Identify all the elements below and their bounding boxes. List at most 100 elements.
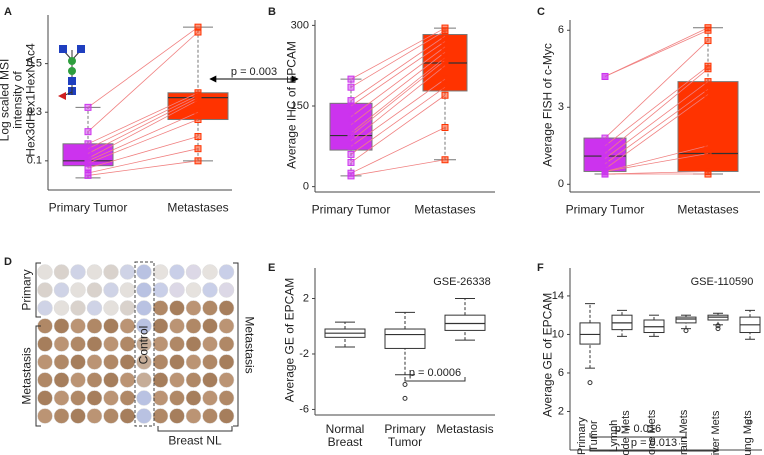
x-tick-label: Liver Mets — [710, 410, 722, 455]
tissue-core — [119, 264, 136, 280]
y-tick-label: 0 — [303, 181, 309, 193]
tissue-core — [37, 300, 53, 316]
tissue-core — [70, 408, 86, 424]
panel-letter: A — [4, 6, 12, 18]
pair-line — [604, 145, 709, 172]
tissue-core — [70, 318, 86, 334]
tissue-core — [70, 372, 86, 388]
pair-line — [350, 51, 446, 126]
pair-line — [87, 148, 199, 174]
pair-line — [604, 81, 709, 159]
tissue-core — [103, 336, 119, 352]
tissue-core — [119, 408, 136, 424]
data-point — [84, 103, 92, 111]
tissue-core — [169, 300, 185, 316]
tissue-core — [86, 336, 103, 352]
pair-line — [87, 99, 199, 159]
tissue-core — [202, 300, 218, 316]
pair-line — [87, 160, 199, 176]
tissue-core — [119, 318, 136, 334]
box — [675, 316, 697, 324]
pair-line — [350, 94, 446, 163]
tissue-core — [152, 408, 169, 424]
panel-letter: B — [268, 6, 276, 18]
tissue-core — [218, 390, 235, 406]
outlier — [715, 323, 721, 329]
pair-line — [350, 60, 446, 136]
pair-line — [350, 27, 446, 80]
x-tick-label: Primary Tumor — [576, 417, 600, 455]
data-point — [441, 156, 449, 164]
pair-line — [604, 40, 709, 139]
tissue-core — [169, 354, 185, 370]
tissue-core — [185, 336, 202, 352]
tma-label: Breast NL — [168, 433, 222, 448]
tissue-core — [136, 408, 152, 424]
x-tick-label: Primary Tumor — [565, 202, 645, 217]
y-axis-label: Average FISH of c-Myc — [540, 43, 555, 167]
tissue-core — [169, 336, 185, 352]
data-point — [347, 158, 355, 166]
data-point — [704, 37, 712, 45]
tissue-core — [86, 264, 103, 280]
annotation: p = 0.013 — [631, 437, 677, 449]
tissue-core — [185, 282, 202, 298]
y-tick-label: -6 — [299, 403, 309, 415]
tissue-core — [103, 408, 119, 424]
x-tick-label: Primary Tumor — [48, 200, 128, 215]
pair-line — [604, 88, 709, 165]
tissue-core — [185, 264, 202, 280]
tma-label: Primary — [19, 269, 34, 311]
tissue-core — [152, 372, 169, 388]
tissue-core — [70, 390, 86, 406]
tissue-core — [185, 390, 202, 406]
tissue-core — [202, 408, 218, 424]
tissue-core — [86, 390, 103, 406]
tissue-core — [136, 390, 152, 406]
data-point — [601, 170, 609, 178]
data-point — [441, 62, 449, 70]
tissue-core — [169, 318, 185, 334]
y-axis-label: Average GE of EPCAM — [282, 277, 297, 403]
glycan-icon — [58, 45, 85, 100]
tissue-core — [119, 372, 136, 388]
dataset-label: GSE-110590 — [691, 276, 754, 288]
tissue-core — [53, 336, 70, 352]
tissue-core — [136, 372, 152, 388]
bracket — [157, 426, 233, 432]
outlier — [683, 328, 689, 334]
tissue-core — [218, 372, 235, 388]
pair-line — [350, 46, 446, 118]
data-point — [704, 142, 712, 150]
outlier — [587, 380, 593, 386]
tissue-core — [136, 282, 152, 298]
data-point — [704, 149, 712, 157]
data-point — [441, 75, 449, 83]
data-point — [347, 75, 355, 83]
y-tick-label: 6 — [558, 367, 564, 379]
pair-line — [604, 68, 709, 154]
data-point — [704, 65, 712, 73]
tissue-core — [218, 282, 235, 298]
y-tick-label: 10 — [552, 328, 564, 340]
tissue-core — [202, 264, 218, 280]
tissue-core — [152, 300, 169, 316]
tissue-core — [136, 318, 152, 334]
bracket — [35, 325, 41, 427]
tissue-core — [119, 336, 136, 352]
x-tick-label: Metastases — [414, 202, 476, 217]
bracket — [35, 262, 41, 318]
pair-line — [350, 30, 446, 88]
tissue-core — [103, 372, 119, 388]
tissue-core — [86, 408, 103, 424]
pair-line — [350, 57, 446, 134]
y-axis-label: Average IHC of EPCAM — [284, 41, 299, 169]
pair-line — [87, 31, 199, 132]
data-point — [347, 142, 355, 150]
tissue-core — [136, 300, 152, 316]
pair-line — [87, 97, 199, 154]
tissue-core — [185, 300, 202, 316]
data-point — [704, 26, 712, 34]
y-tick-label: -2 — [299, 348, 309, 360]
